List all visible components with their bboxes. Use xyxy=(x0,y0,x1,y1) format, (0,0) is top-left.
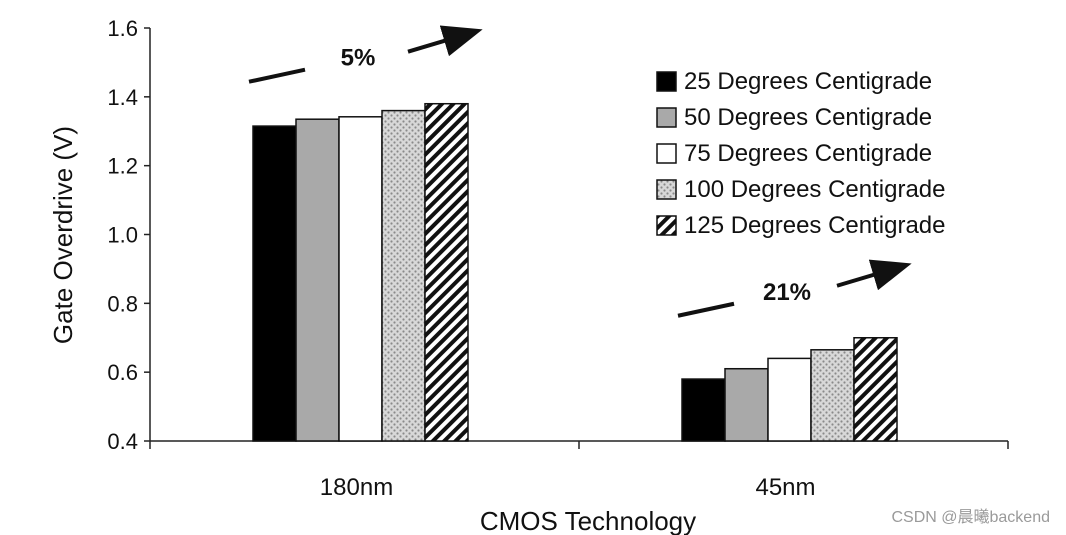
legend-swatch xyxy=(656,107,677,128)
y-tick-label: 1.4 xyxy=(107,85,138,110)
x-tick-label: 180nm xyxy=(320,474,393,501)
bars xyxy=(252,102,898,442)
y-ticks: 0.4 0.6 0.8 1.0 1.2 1.4 1.6 xyxy=(107,16,150,454)
bar-180nm-1 xyxy=(295,118,340,442)
bar-180nm-2 xyxy=(338,116,383,442)
legend-swatch xyxy=(656,143,677,164)
y-tick-label: 1.2 xyxy=(107,154,138,179)
legend-swatch xyxy=(656,71,677,92)
percent-annotation: 5% xyxy=(341,45,376,72)
bar-180nm-4 xyxy=(424,102,469,442)
bar-45nm-4 xyxy=(853,337,898,442)
bar-180nm-3 xyxy=(381,109,426,442)
watermark: CSDN @晨曦backend xyxy=(891,509,1050,526)
bar-45nm-2 xyxy=(767,357,812,442)
legend-swatch xyxy=(656,179,677,200)
y-tick-label: 0.8 xyxy=(107,291,138,316)
trend-arrow xyxy=(407,25,483,57)
y-axis-title: Gate Overdrive (V) xyxy=(48,126,78,344)
annotations: 5% 21% xyxy=(248,25,912,318)
legend-swatch xyxy=(656,215,677,236)
trend-dash xyxy=(677,301,735,318)
legend-label: 125 Degrees Centigrade xyxy=(684,212,946,239)
x-tick-label: 45nm xyxy=(755,474,815,501)
y-tick-label: 1.0 xyxy=(107,223,138,248)
trend-arrow xyxy=(836,259,912,291)
legend: 25 Degrees Centigrade 50 Degrees Centigra… xyxy=(656,68,946,239)
y-tick-label: 0.6 xyxy=(107,360,138,385)
bar-45nm-3 xyxy=(810,349,855,442)
y-tick-label: 1.6 xyxy=(107,16,138,41)
x-axis-title: CMOS Technology xyxy=(480,506,696,535)
bar-45nm-1 xyxy=(724,367,769,442)
legend-label: 75 Degrees Centigrade xyxy=(684,140,932,167)
bar-45nm-0 xyxy=(681,378,726,442)
y-tick-label: 0.4 xyxy=(107,429,138,454)
legend-label: 100 Degrees Centigrade xyxy=(684,176,946,203)
bar-180nm-0 xyxy=(252,125,297,442)
trend-dash xyxy=(248,67,306,84)
legend-label: 50 Degrees Centigrade xyxy=(684,104,932,131)
percent-annotation: 21% xyxy=(763,279,811,306)
x-ticks: 180nm 45nm xyxy=(149,441,1009,501)
legend-label: 25 Degrees Centigrade xyxy=(684,68,932,95)
